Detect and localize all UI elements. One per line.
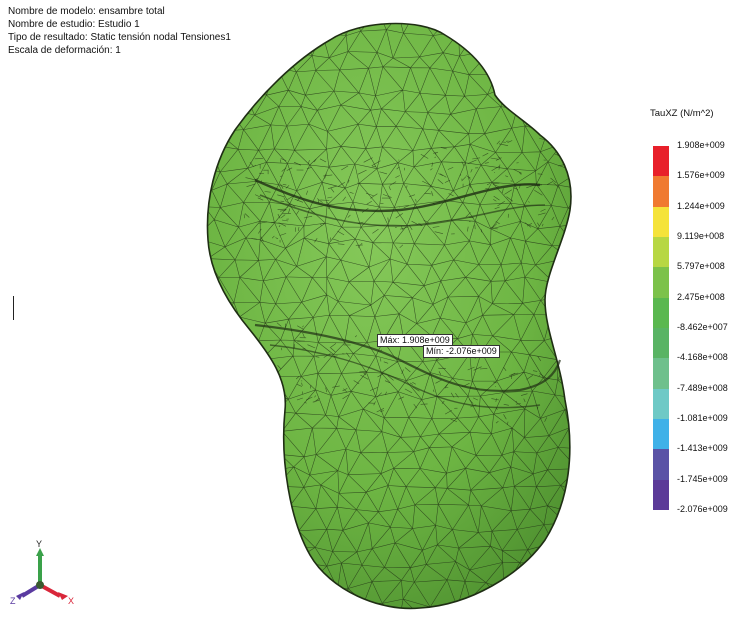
legend-label: 1.908e+009: [677, 140, 725, 150]
crown-groove-2: [259, 194, 546, 227]
deformation-scale-label: Escala de deformación: 1: [8, 45, 121, 56]
text-cursor-icon: [13, 296, 14, 320]
legend-label: 1.244e+009: [677, 200, 725, 211]
legend-color-bar: [653, 146, 669, 511]
triad-origin: [36, 581, 44, 589]
min-probe-label[interactable]: Mín: -2.076e+009: [423, 345, 500, 358]
legend-label: -1.081e+009: [677, 413, 728, 423]
max-probe-label[interactable]: Máx: 1.908e+009: [377, 334, 453, 347]
legend-swatch: [653, 479, 669, 511]
result-type-label: Tipo de resultado: Static tensión nodal …: [8, 32, 231, 43]
legend-swatch: [653, 297, 669, 329]
legend-label: -1.413e+009: [677, 443, 728, 454]
legend-swatch: [653, 146, 669, 177]
legend-swatch: [653, 206, 669, 238]
legend-label: 5.797e+008: [677, 261, 725, 272]
study-info-panel: Nombre de modelo: ensambre total Nombre …: [8, 5, 231, 57]
axis-triad[interactable]: Y X Z: [8, 540, 78, 610]
legend-label: -4.168e+008: [677, 352, 728, 363]
legend-swatch: [653, 449, 669, 481]
legend-label: -7.489e+008: [677, 382, 728, 393]
study-name-label: Nombre de estudio: Estudio 1: [8, 19, 140, 30]
legend-label: 9.119e+008: [677, 231, 725, 241]
legend-label: -2.076e+009: [677, 504, 728, 514]
legend-label: 2.475e+008: [677, 291, 725, 302]
legend-label: 1.576e+009: [677, 170, 725, 181]
legend-swatch: [653, 358, 669, 390]
legend-swatch: [653, 176, 669, 208]
legend-swatch: [653, 328, 669, 359]
legend-swatch: [653, 267, 669, 299]
waist-fold: [254, 323, 562, 393]
legend-title: TauXZ (N/m^2): [650, 108, 714, 119]
x-axis-arrowhead: [58, 592, 68, 600]
legend-swatch: [653, 419, 669, 450]
z-axis-arrowhead: [16, 592, 24, 600]
legend-swatch: [653, 388, 669, 420]
y-axis-label: Y: [36, 540, 42, 549]
x-axis-label: X: [68, 596, 74, 606]
z-axis-label: Z: [10, 596, 16, 606]
model-name-label: Nombre de modelo: ensambre total: [8, 6, 165, 17]
legend-swatch: [653, 237, 669, 268]
tooth-body: [206, 22, 572, 610]
legend-label: -1.745e+009: [677, 473, 728, 484]
waist-fold-2: [269, 344, 541, 409]
crown-groove: [254, 178, 541, 213]
legend-label: -8.462e+007: [677, 322, 728, 332]
y-axis-arrowhead: [36, 548, 44, 556]
